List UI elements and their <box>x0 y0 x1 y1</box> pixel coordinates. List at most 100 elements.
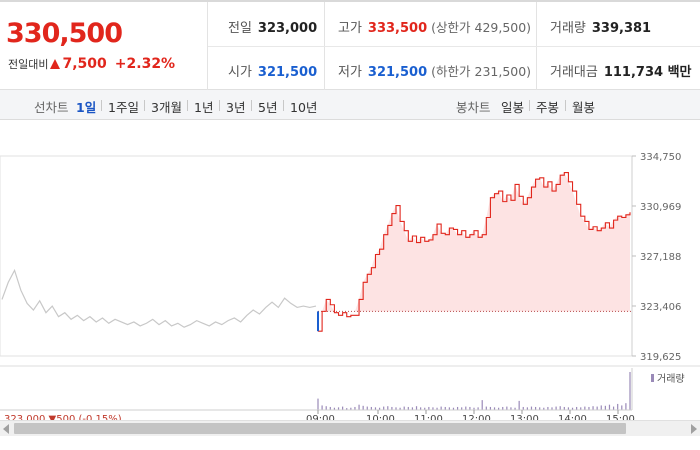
x-tick-label: 13:00 <box>510 414 539 420</box>
volume-bar <box>362 405 364 410</box>
chart-scrollbar[interactable] <box>0 420 700 436</box>
volume-bar <box>448 407 450 410</box>
volume-bar <box>543 407 545 410</box>
volume-bar <box>481 400 483 410</box>
volume-bar <box>415 406 418 410</box>
x-tick-label: 14:00 <box>558 414 587 420</box>
volume-bar <box>436 407 438 410</box>
period-daily-candle-button[interactable]: 일봉 <box>501 100 525 115</box>
price-block: 330,500 전일대비 7,500 +2.32% <box>0 2 208 90</box>
volume-legend-label: 거래량 <box>657 373 685 385</box>
volume-bar <box>342 406 344 410</box>
change-label: 전일대비 <box>8 58 49 71</box>
volume-bar <box>518 400 520 410</box>
volume-bar <box>444 406 446 410</box>
volume-bar <box>551 407 553 410</box>
prev-day-note: 323,000 ▼500 (-0.15%) <box>4 414 122 420</box>
volume-bar <box>502 406 504 410</box>
change-row: 전일대비 7,500 +2.32% <box>8 56 175 72</box>
volume-bar <box>559 406 561 410</box>
stat-value: 323,000 <box>257 21 318 36</box>
volume-bar <box>403 406 405 410</box>
volume-bar <box>489 406 492 410</box>
period-monthly-candle-button[interactable]: 월봉 <box>572 100 596 115</box>
chart-toolbar: 선차트 1일 1주일 3개월 1년 3년 5년 10년 봉차트 일봉 주봉 월봉 <box>0 90 700 120</box>
toolbar-divider <box>283 100 284 111</box>
volume-bar <box>337 407 340 410</box>
volume-bar <box>571 407 574 410</box>
toolbar-divider <box>187 100 188 111</box>
volume-bar <box>395 407 397 410</box>
volume-bar <box>329 406 331 410</box>
period-weekly-candle-button[interactable]: 주봉 <box>536 100 560 115</box>
scroll-thumb[interactable] <box>14 423 626 434</box>
x-tick-label: 09:00 <box>306 414 335 420</box>
y-tick-label: 334,750 <box>640 152 681 163</box>
line-chart-label: 선차트 <box>34 100 69 115</box>
volume-bar <box>629 372 631 410</box>
x-tick-label: 11:00 <box>414 414 443 420</box>
stat-high: 고가 333,500 (상한가 429,500) <box>338 17 531 36</box>
y-tick-label: 319,625 <box>640 352 681 363</box>
volume-bar <box>510 407 512 410</box>
lower-limit: (하한가 231,500) <box>431 64 532 79</box>
stat-label: 거래량 <box>550 21 586 36</box>
period-5year-button[interactable]: 5년 <box>258 100 278 115</box>
volume-bar <box>576 406 578 410</box>
volume-bar <box>534 406 537 410</box>
volume-bar <box>604 405 606 410</box>
scroll-left-arrow-icon[interactable] <box>3 424 9 434</box>
volume-bar <box>580 407 582 410</box>
stat-value: 111,734 백만 <box>603 65 692 80</box>
quote-panel: 330,500 전일대비 7,500 +2.32% 전일 323,000 고가 33… <box>0 0 700 90</box>
volume-bar <box>596 406 598 410</box>
volume-bar <box>407 406 409 410</box>
stat-volume: 거래량 339,381 <box>550 17 651 36</box>
volume-bar <box>411 407 414 410</box>
volume-bar <box>514 407 516 410</box>
today-series-line <box>318 171 631 332</box>
stats-divider <box>208 46 700 47</box>
period-1year-button[interactable]: 1년 <box>194 100 214 115</box>
y-tick-label: 327,188 <box>640 252 681 263</box>
stat-label: 고가 <box>338 21 362 36</box>
volume-bar <box>625 403 627 410</box>
x-tick-label: 12:00 <box>462 414 491 420</box>
volume-bar <box>469 406 471 410</box>
volume-bar <box>452 407 455 410</box>
volume-bar <box>473 407 475 410</box>
scroll-right-arrow-icon[interactable] <box>691 424 697 434</box>
period-3year-button[interactable]: 3년 <box>226 100 246 115</box>
volume-bar <box>608 404 611 410</box>
toolbar-divider <box>251 100 252 111</box>
volume-bar <box>346 408 348 410</box>
period-1day-button[interactable]: 1일 <box>76 100 97 115</box>
x-tick-label: 10:00 <box>366 414 395 420</box>
period-1week-button[interactable]: 1주일 <box>108 100 139 115</box>
volume-bar <box>539 407 541 410</box>
volume-bar <box>600 405 602 410</box>
volume-bar <box>333 407 336 410</box>
stat-label: 시가 <box>228 65 252 80</box>
volume-bar <box>387 406 389 410</box>
toolbar-divider <box>529 100 530 111</box>
volume-bar <box>621 405 623 410</box>
volume-bar <box>420 407 422 410</box>
volume-bar <box>325 406 327 410</box>
y-tick-label: 323,406 <box>640 302 681 313</box>
volume-bar <box>588 406 590 410</box>
stat-amount: 거래대금 111,734 백만 <box>550 61 692 80</box>
volume-bar <box>465 406 467 410</box>
prev-day-series-line <box>1 268 317 328</box>
volume-bar <box>617 403 619 410</box>
period-3month-button[interactable]: 3개월 <box>151 100 182 115</box>
period-10year-button[interactable]: 10년 <box>290 100 318 115</box>
volume-bar <box>592 406 594 410</box>
volume-bar <box>374 407 377 410</box>
volume-bar <box>526 407 528 410</box>
volume-bar <box>477 407 479 410</box>
volume-bar <box>358 404 360 410</box>
volume-bar <box>440 406 442 410</box>
stat-low: 저가 321,500 (하한가 231,500) <box>338 61 531 80</box>
stat-value: 321,500 <box>367 65 428 80</box>
